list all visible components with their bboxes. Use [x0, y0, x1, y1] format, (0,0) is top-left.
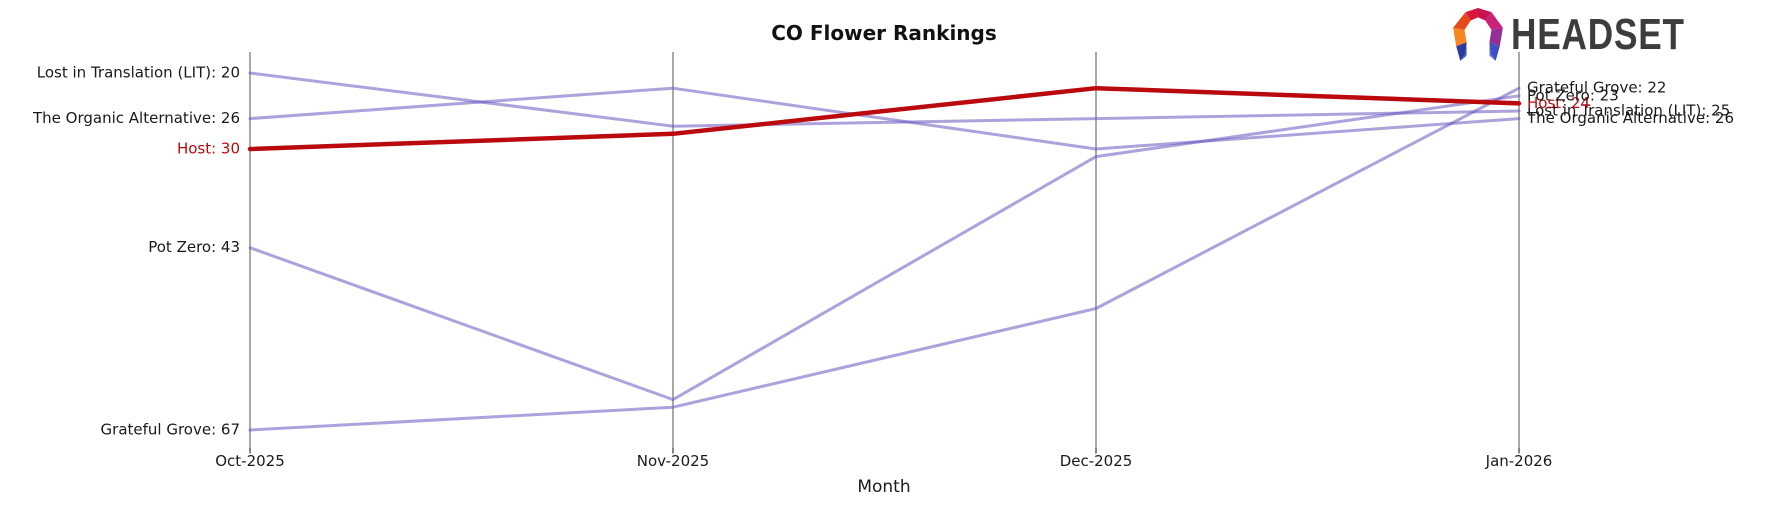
- x-tick-label: Dec-2025: [1060, 452, 1133, 470]
- series-start-label-lost-in-translation-lit: Lost in Translation (LIT): 20: [37, 64, 240, 82]
- series-line-host: [247, 85, 1522, 152]
- x-axis-label: Month: [857, 477, 910, 497]
- series-start-label-pot-zero: Pot Zero: 43: [148, 238, 240, 256]
- series-end-label-grateful-grove: Grateful Grove: 22: [1527, 79, 1666, 97]
- series-start-label-grateful-grove: Grateful Grove: 67: [101, 421, 240, 439]
- x-tick-label: Nov-2025: [637, 452, 709, 470]
- series-start-label-the-organic-alternative: The Organic Alternative: 26: [32, 109, 240, 127]
- series-line-the-organic-alternative: [248, 86, 1521, 151]
- series-end-label-lost-in-translation-lit: Lost in Translation (LIT): 25: [1527, 101, 1730, 119]
- series-end-label-pot-zero: Pot Zero: 23: [1527, 86, 1619, 104]
- series-start-label-host: Host: 30: [177, 139, 240, 157]
- series-end-label-the-organic-alternative: The Organic Alternative: 26: [1526, 109, 1734, 127]
- x-tick-label: Jan-2026: [1485, 452, 1553, 470]
- series-end-label-host: Host: 24: [1527, 94, 1590, 112]
- series-line-pot-zero: [248, 94, 1521, 402]
- headset-logo-icon: [1453, 8, 1503, 61]
- series-line-lost-in-translation-lit: [248, 71, 1521, 128]
- headset-logo-text: HEADSET: [1511, 10, 1685, 59]
- series-line-grateful-grove: [248, 86, 1521, 432]
- headset-logo: HEADSET: [1452, 6, 1728, 64]
- x-tick-label: Oct-2025: [215, 452, 285, 470]
- chart-title: CO Flower Rankings: [771, 21, 997, 45]
